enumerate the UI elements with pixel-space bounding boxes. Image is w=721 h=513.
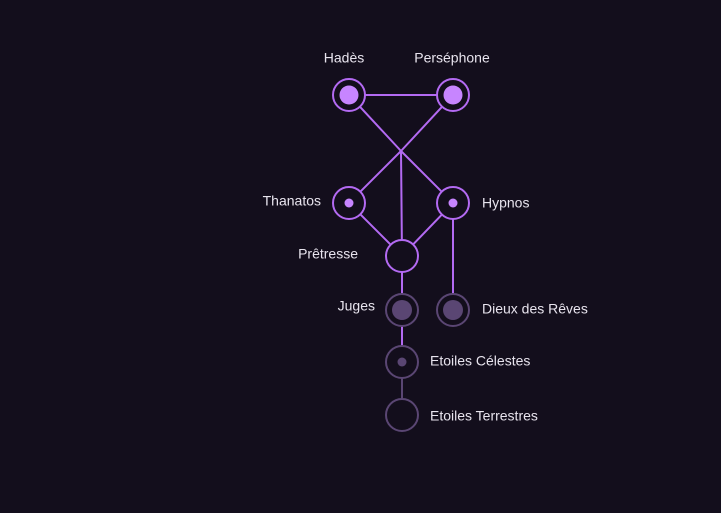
- node-persephone[interactable]: [436, 78, 470, 112]
- node-label-dieux-reves: Dieux des Rêves: [482, 301, 588, 317]
- link-thanatos-pretresse: [359, 213, 392, 246]
- node-ring: [385, 239, 419, 273]
- node-etoiles-terrestres[interactable]: [385, 398, 419, 432]
- node-pretresse[interactable]: [385, 239, 419, 273]
- node-thanatos[interactable]: [332, 186, 366, 220]
- node-label-persephone: Perséphone: [414, 50, 490, 66]
- node-core-large: [443, 85, 463, 105]
- node-label-thanatos: Thanatos: [263, 193, 321, 209]
- node-label-hypnos: Hypnos: [482, 195, 529, 211]
- node-core-small: [448, 198, 458, 208]
- node-core-large: [339, 85, 359, 105]
- node-label-juges: Juges: [338, 298, 375, 314]
- node-dieux-reves[interactable]: [436, 293, 470, 327]
- node-juges[interactable]: [385, 293, 419, 327]
- node-label-pretresse: Prêtresse: [298, 246, 358, 262]
- node-hades[interactable]: [332, 78, 366, 112]
- nodes-layer: [332, 78, 470, 432]
- link-hades-hub: [358, 105, 402, 152]
- node-label-etoiles-celestes: Etoiles Célestes: [430, 353, 530, 369]
- node-core-small: [344, 198, 354, 208]
- labels-layer: Hadès Perséphone Thanatos Hypnos Prêtresse Ju…: [263, 50, 588, 424]
- node-core-large: [392, 300, 412, 320]
- node-core-large: [443, 300, 463, 320]
- node-etoiles-celestes[interactable]: [385, 345, 419, 379]
- link-persephone-hub: [400, 105, 444, 152]
- links-layer: [358, 94, 454, 400]
- link-hypnos-pretresse: [412, 213, 443, 246]
- node-core-small: [397, 357, 407, 367]
- link-hub-thanatos: [359, 150, 402, 193]
- link-hub-hypnos: [400, 150, 443, 193]
- node-label-hades: Hadès: [324, 50, 364, 66]
- link-hub-pretresse: [400, 150, 403, 242]
- node-label-etoiles-terrestres: Etoiles Terrestres: [430, 408, 538, 424]
- node-ring: [385, 398, 419, 432]
- node-hypnos[interactable]: [436, 186, 470, 220]
